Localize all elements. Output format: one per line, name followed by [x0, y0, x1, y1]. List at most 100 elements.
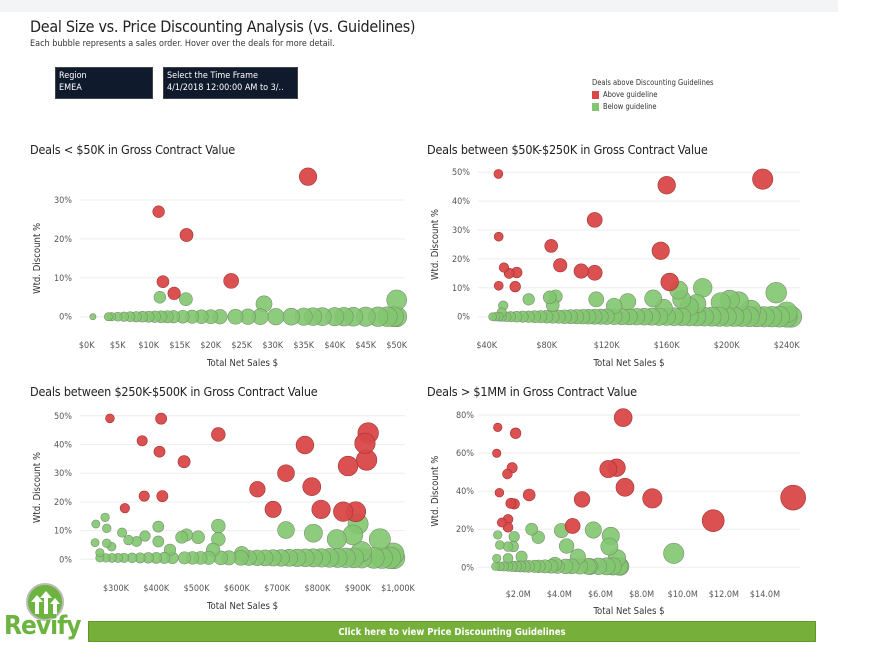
bubble-above-guideline[interactable] — [493, 169, 504, 179]
bubble-below-guideline[interactable] — [153, 291, 167, 304]
bubble-above-guideline[interactable] — [155, 412, 167, 425]
bubble-above-guideline[interactable] — [573, 491, 591, 508]
bubble-above-guideline[interactable] — [337, 455, 359, 477]
bubble-above-guideline[interactable] — [138, 490, 150, 502]
bubble-below-guideline[interactable] — [515, 550, 528, 563]
bubble-below-guideline[interactable] — [488, 312, 498, 322]
bubble-below-guideline[interactable] — [502, 553, 514, 564]
bubble-above-guideline[interactable] — [249, 481, 266, 498]
bubble-above-guideline[interactable] — [153, 445, 166, 458]
bubble-below-guideline[interactable] — [493, 530, 503, 540]
bubble-above-guideline[interactable] — [177, 455, 191, 469]
bubble-above-guideline[interactable] — [701, 509, 725, 532]
bubble-above-guideline[interactable] — [298, 167, 318, 186]
bubble-below-guideline[interactable] — [765, 282, 787, 304]
bubble-above-guideline[interactable] — [493, 231, 504, 242]
bubble-below-guideline[interactable] — [139, 530, 151, 542]
bubble-above-guideline[interactable] — [311, 499, 331, 519]
bubble-above-guideline[interactable] — [544, 239, 558, 253]
bubble-below-guideline[interactable] — [522, 293, 535, 306]
bubble-above-guideline[interactable] — [660, 272, 679, 292]
bubble-above-guideline[interactable] — [354, 432, 376, 454]
bubble-below-guideline[interactable] — [491, 561, 501, 571]
bubble-above-guideline[interactable] — [152, 205, 165, 218]
bubble-below-guideline[interactable] — [267, 308, 285, 326]
bubble-above-guideline[interactable] — [167, 286, 181, 300]
legend-item-below[interactable]: Below guideline — [592, 102, 714, 111]
bubble-below-guideline[interactable] — [282, 307, 301, 326]
bubble-above-guideline[interactable] — [211, 427, 226, 442]
bubble-above-guideline[interactable] — [615, 478, 635, 497]
bubble-below-guideline[interactable] — [179, 292, 193, 307]
bubble-below-guideline[interactable] — [600, 537, 619, 556]
bubble-above-guideline[interactable] — [586, 264, 603, 281]
bubble-below-guideline[interactable] — [525, 522, 539, 536]
bubble-below-guideline[interactable] — [178, 551, 191, 565]
bubble-below-guideline[interactable] — [95, 548, 105, 558]
bubble-above-guideline[interactable] — [586, 212, 603, 228]
bubble-above-guideline[interactable] — [264, 500, 282, 518]
bubble-above-guideline[interactable] — [302, 477, 322, 497]
bubble-above-guideline[interactable] — [502, 468, 513, 480]
bubble-below-guideline[interactable] — [495, 540, 505, 550]
bubble-below-guideline[interactable] — [123, 534, 134, 546]
bubble-above-guideline[interactable] — [553, 258, 568, 273]
view-guidelines-button[interactable]: Click here to view Price Discounting Gui… — [88, 621, 816, 642]
bubble-above-guideline[interactable] — [522, 488, 536, 502]
bubble-below-guideline[interactable] — [644, 289, 663, 308]
bubble-above-guideline[interactable] — [509, 427, 522, 439]
bubble-below-guideline[interactable] — [326, 529, 347, 550]
bubble-above-guideline[interactable] — [179, 228, 194, 242]
bubble-above-guideline[interactable] — [119, 503, 130, 514]
bubble-below-guideline[interactable] — [542, 290, 557, 305]
bubble-above-guideline[interactable] — [295, 435, 315, 455]
bubble-above-guideline[interactable] — [651, 241, 670, 260]
bubble-below-guideline[interactable] — [663, 542, 685, 564]
bubble-below-guideline[interactable] — [277, 521, 295, 539]
bubble-below-guideline[interactable] — [100, 512, 110, 522]
bubble-above-guideline[interactable] — [509, 281, 521, 293]
bubble-below-guideline[interactable] — [584, 521, 602, 539]
bubble-below-guideline[interactable] — [368, 528, 391, 551]
bubble-above-guideline[interactable] — [498, 262, 510, 273]
bubble-above-guideline[interactable] — [156, 490, 169, 503]
bubble-above-guideline[interactable] — [613, 408, 633, 427]
bubble-above-guideline[interactable] — [505, 497, 517, 509]
bubble-below-guideline[interactable] — [502, 541, 514, 552]
bubble-above-guideline[interactable] — [657, 176, 676, 195]
bubble-below-guideline[interactable] — [191, 530, 205, 544]
bubble-above-guideline[interactable] — [493, 422, 503, 432]
bubble-above-guideline[interactable] — [564, 518, 581, 534]
bubble-below-guideline[interactable] — [152, 535, 165, 548]
bubble-above-guideline[interactable] — [333, 501, 354, 522]
bubble-above-guideline[interactable] — [780, 484, 806, 511]
bubble-above-guideline[interactable] — [642, 488, 663, 509]
bubble-below-guideline[interactable] — [558, 538, 575, 554]
bubble-below-guideline[interactable] — [304, 523, 323, 543]
legend-item-above[interactable]: Above guideline — [592, 90, 714, 99]
bubble-below-guideline[interactable] — [91, 519, 101, 529]
bubble-below-guideline[interactable] — [102, 523, 112, 533]
bubble-below-guideline[interactable] — [588, 291, 605, 308]
bubble-below-guideline[interactable] — [492, 553, 502, 563]
bubble-above-guideline[interactable] — [494, 487, 505, 498]
bubble-below-guideline[interactable] — [211, 518, 226, 534]
bubble-above-guideline[interactable] — [277, 464, 295, 482]
region-filter[interactable]: Region EMEA — [55, 67, 153, 99]
bubble-above-guideline[interactable] — [156, 275, 170, 288]
bubble-below-guideline[interactable] — [175, 530, 189, 544]
bubble-above-guideline[interactable] — [105, 413, 115, 424]
bubble-below-guideline[interactable] — [102, 538, 112, 548]
bubble-above-guideline[interactable] — [492, 448, 502, 458]
bubble-below-guideline[interactable] — [89, 313, 97, 321]
bubble-below-guideline[interactable] — [103, 312, 113, 322]
bubble-below-guideline[interactable] — [117, 527, 128, 538]
bubble-below-guideline[interactable] — [508, 531, 520, 543]
bubble-above-guideline[interactable] — [136, 435, 148, 447]
bubble-above-guideline[interactable] — [223, 273, 239, 289]
bubble-above-guideline[interactable] — [493, 280, 504, 291]
bubble-below-guideline[interactable] — [152, 520, 165, 533]
time-frame-filter[interactable]: Select the Time Frame 4/1/2018 12:00:00 … — [163, 67, 298, 99]
bubble-below-guideline[interactable] — [90, 538, 100, 548]
bubble-above-guideline[interactable] — [752, 168, 774, 190]
